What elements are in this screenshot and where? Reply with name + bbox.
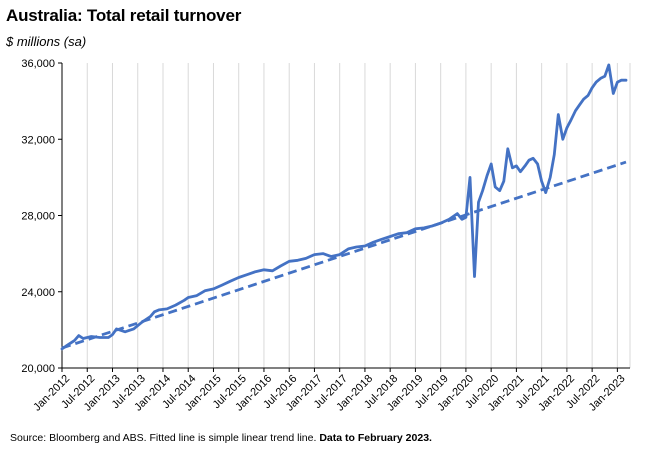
- chart-title: Australia: Total retail turnover: [6, 6, 242, 25]
- turnover-line: [60, 63, 628, 351]
- y-tick-label: 32,000: [21, 134, 55, 146]
- series: [60, 63, 628, 351]
- footnote: Source: Bloomberg and ABS. Fitted line i…: [10, 432, 432, 444]
- chart-subtitle: $ millions (sa): [6, 34, 87, 49]
- y-tick-label: 36,000: [21, 58, 55, 70]
- y-tick-labels: 20,000 24,000 28,000 32,000 36,000: [21, 58, 55, 375]
- grid: [61, 63, 631, 368]
- axes: [58, 62, 630, 372]
- footnote-text: Source: Bloomberg and ABS. Fitted line i…: [10, 432, 320, 444]
- y-tick-label: 24,000: [21, 287, 55, 299]
- y-tick-label: 20,000: [21, 363, 55, 375]
- trend-line: [61, 160, 627, 350]
- y-tick-label: 28,000: [21, 211, 55, 223]
- x-tick-labels: Jan-2012Jul-2012Jan-2013Jul-2013Jan-2014…: [31, 373, 627, 414]
- footnote-bold: Data to February 2023.: [319, 432, 432, 444]
